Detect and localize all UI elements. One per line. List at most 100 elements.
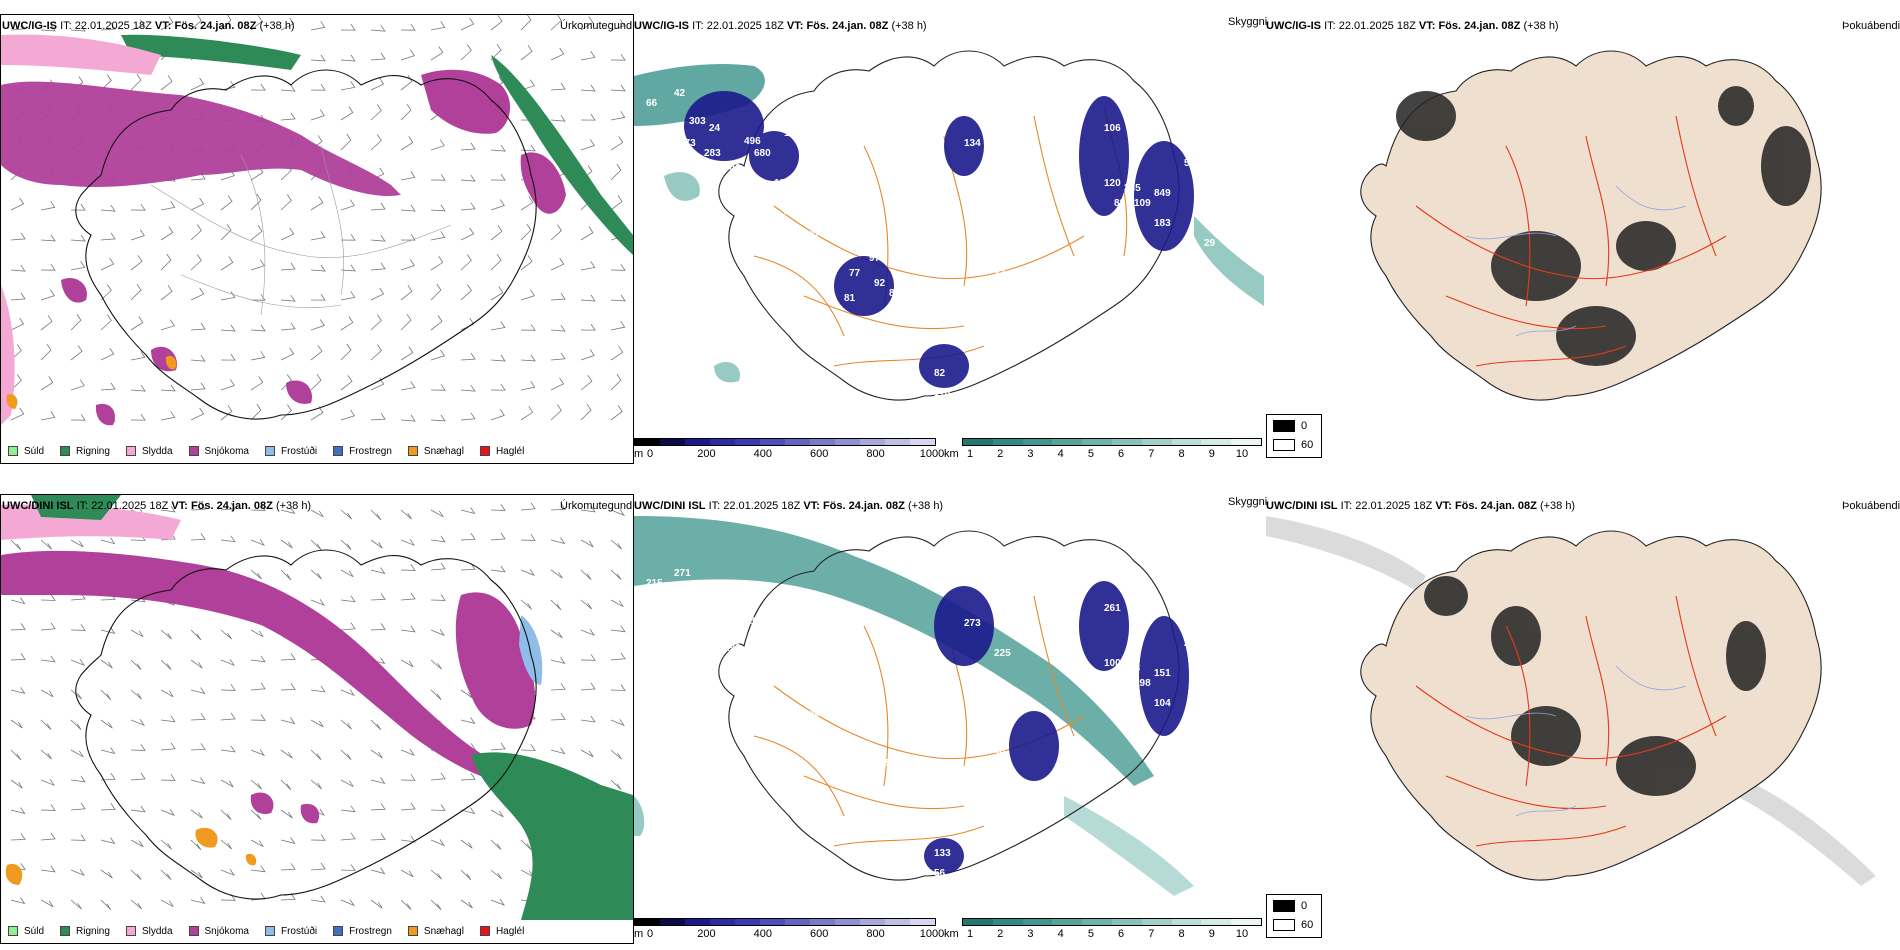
colorbar-tick: 3 [1027, 928, 1034, 940]
legend-item: Frostúði [264, 446, 317, 457]
wind-barb [10, 374, 22, 391]
wind-barb [550, 82, 566, 91]
wind-barb [220, 868, 236, 876]
wind-barb [340, 569, 354, 578]
wind-barb [370, 593, 386, 601]
wind-barb [250, 403, 262, 421]
wind-barb [490, 532, 506, 541]
colorbar-tick: 8 [1178, 928, 1185, 940]
wind-barb [220, 894, 236, 901]
wind-barb [310, 83, 326, 91]
fog-area [1556, 306, 1636, 366]
wind-barb [310, 539, 322, 550]
wind-barb [490, 383, 506, 391]
wind-barb [460, 533, 476, 541]
wind-barb [40, 24, 56, 32]
wind-barb [520, 406, 534, 421]
wind-barb [160, 869, 172, 880]
wind-barb [550, 683, 566, 691]
wind-barb [130, 689, 142, 700]
visibility-label: 111 [784, 128, 800, 139]
wind-barb [310, 196, 324, 211]
wind-barb [460, 174, 476, 182]
wind-barb [250, 865, 266, 873]
wind-barb [580, 84, 596, 92]
wind-barb [370, 344, 382, 361]
wind-barb [190, 743, 206, 751]
wind-barb [490, 43, 502, 61]
wind-barb [340, 622, 356, 631]
wind-barb [250, 225, 263, 241]
legend-swatch [60, 926, 71, 936]
wind-barb [400, 136, 414, 151]
visibility-label: 110 [934, 388, 951, 399]
freezing-drizzle-area [519, 615, 543, 685]
fog-area [1511, 706, 1581, 766]
wind-barb [190, 869, 203, 879]
wind-barb [250, 569, 262, 580]
wind-barb [190, 77, 205, 91]
legend-item: Súld [8, 446, 44, 457]
wind-barb [400, 103, 412, 121]
wind-barb [190, 533, 206, 541]
colorbar-tick: 3 [1027, 448, 1034, 460]
visibility-label: 92 [774, 658, 786, 669]
wind-barb [340, 375, 353, 391]
legend-swatch [8, 446, 18, 456]
wind-barb [490, 839, 502, 850]
visibility-label: 68 [1179, 243, 1191, 254]
wind-barb [10, 317, 25, 331]
wind-barb [430, 689, 442, 700]
wind-barb [520, 255, 533, 271]
wind-barb [490, 15, 503, 31]
wind-barb [580, 323, 596, 331]
visibility-label: 56 [934, 868, 946, 879]
visibility-label: 221 [844, 773, 861, 784]
wind-barb [340, 409, 356, 421]
wind-barb [40, 655, 56, 663]
wind-barb [160, 201, 176, 211]
wind-barb [580, 654, 596, 661]
wind-barb [460, 352, 476, 361]
wind-barb [100, 537, 116, 545]
wind-barb [190, 897, 206, 905]
wind-barb [250, 15, 263, 31]
rain-area [121, 34, 301, 70]
rain-area [491, 55, 633, 255]
snow-area [286, 380, 312, 404]
wind-barb [250, 324, 266, 332]
wind-barb [550, 503, 566, 511]
wind-barb [550, 47, 565, 61]
wind-barb [490, 144, 506, 152]
wind-barb [310, 834, 326, 841]
snow-pellet-area [195, 827, 218, 848]
panel-label-fog-row1: Þokuábendi [1842, 20, 1900, 32]
wind-barb [370, 234, 386, 242]
legend-label: Súld [24, 925, 45, 937]
visibility-label: 22 [784, 206, 796, 217]
wind-barb [280, 863, 296, 871]
wind-barb [130, 283, 142, 301]
wind-barb [70, 313, 82, 331]
low-vis-area [684, 91, 764, 161]
legend-label: Snæhagl [423, 925, 464, 937]
wind-barb [340, 81, 356, 91]
wind-barb [100, 22, 116, 31]
wind-barb [100, 773, 116, 781]
fog-area [1491, 606, 1541, 666]
wind-barb [190, 254, 202, 271]
visibility-label: 134 [964, 138, 981, 149]
visibility-label: 773 [1194, 278, 1211, 289]
wind-barb [160, 839, 172, 850]
visibility-label: 745 [874, 758, 891, 769]
wind-barb [370, 509, 382, 521]
wind-barb [190, 809, 203, 819]
wind-barb [70, 24, 86, 32]
wind-barb [610, 320, 626, 331]
visibility-label: 680 [754, 148, 771, 159]
snow-area [61, 277, 87, 303]
wind-barb [220, 15, 232, 31]
legend-swatch [60, 446, 71, 456]
wind-barb [220, 223, 232, 241]
wind-barb [490, 809, 504, 818]
